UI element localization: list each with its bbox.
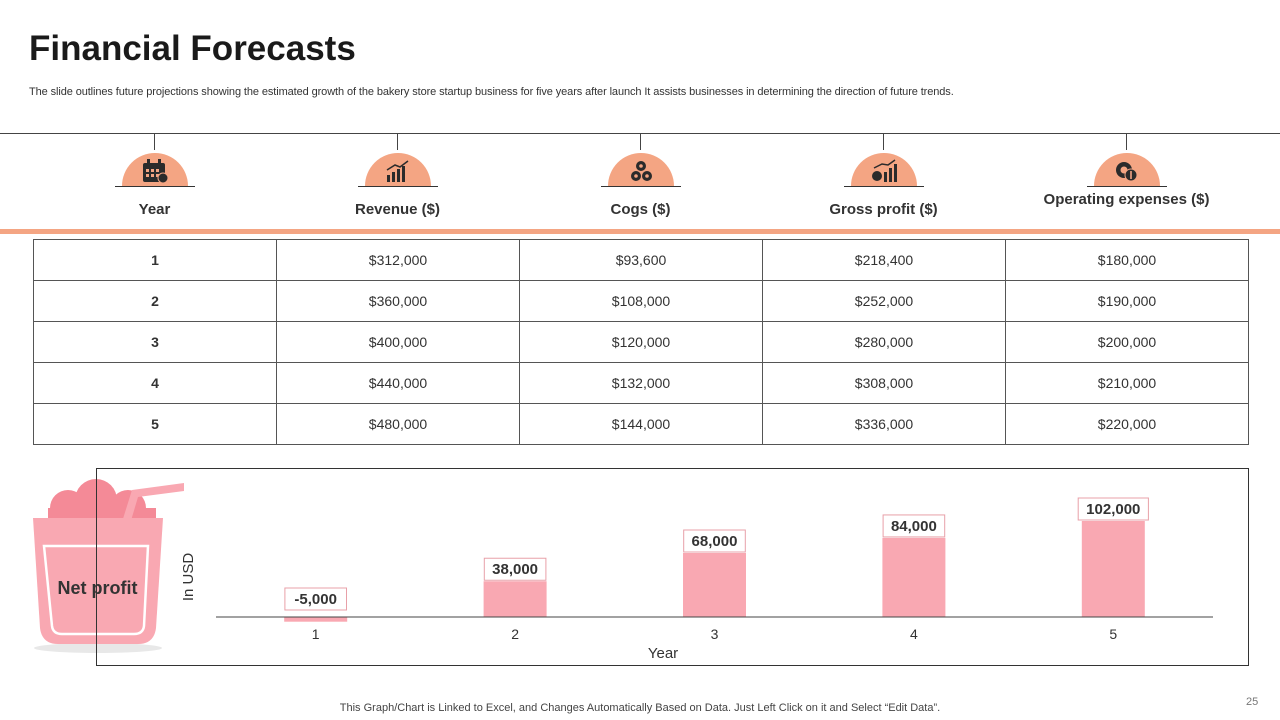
table-cell: 3 [33,321,277,363]
page-number: 25 [1246,696,1259,708]
table-cell: $220,000 [1005,403,1249,445]
table-cell: $400,000 [276,321,520,363]
table-cell: $132,000 [519,362,763,404]
bar-growth-icon [386,160,409,182]
table-cell: $360,000 [276,280,520,322]
table-cell: $200,000 [1005,321,1249,363]
column-label-year: Year [138,201,171,218]
table-cell: 1 [33,239,277,281]
table-cell: $280,000 [762,321,1006,363]
table-cell: $218,400 [762,239,1006,281]
column-header-revenue: Revenue ($) [276,133,519,229]
table-cell: $252,000 [762,280,1006,322]
footer-note: This Graph/Chart is Linked to Excel, and… [339,702,941,714]
bar-growth-icon-badge [365,153,431,186]
accent-divider [0,229,1280,234]
dollar-gear-icon-badge [1094,153,1160,186]
table-row: 5 $480,000 $144,000 $336,000 $220,000 [33,403,1249,445]
column-label-operating-expenses: Operating expenses ($) [1043,191,1210,208]
column-label-revenue: Revenue ($) [354,201,441,218]
gears-icon-badge [608,153,674,186]
table-cell: $93,600 [519,239,763,281]
table-cell: $120,000 [519,321,763,363]
table-row: 3 $400,000 $120,000 $280,000 $200,000 [33,321,1249,363]
table-cell: $210,000 [1005,362,1249,404]
table-cell: $180,000 [1005,239,1249,281]
gears-icon [631,161,652,181]
table-cell: 4 [33,362,277,404]
table-cell: $440,000 [276,362,520,404]
table-cell: 2 [33,280,277,322]
page-subtitle: The slide outlines future projections sh… [29,86,954,98]
table-cell: $144,000 [519,403,763,445]
column-label-gross-profit: Gross profit ($) [829,201,938,218]
table-row: 2 $360,000 $108,000 $252,000 $190,000 [33,280,1249,322]
column-header-operating-expenses: Operating expenses ($) [1005,133,1248,229]
table-cell: $308,000 [762,362,1006,404]
table-cell: $312,000 [276,239,520,281]
column-header-gross-profit: Gross profit ($) [762,133,1005,229]
calendar-icon-badge [122,153,188,186]
table-cell: $336,000 [762,403,1006,445]
table-row: 1 $312,000 $93,600 $218,400 $180,000 [33,239,1249,281]
table-row: 4 $440,000 $132,000 $308,000 $210,000 [33,362,1249,404]
money-chart-icon [872,159,897,182]
net-profit-label: Net profit [57,578,138,598]
forecast-table: 1 $312,000 $93,600 $218,400 $180,000 2 $360,00… [33,239,1249,445]
dollar-gear-icon [1116,162,1138,182]
drink-cup-illustration [33,479,184,653]
money-chart-icon-badge [851,153,917,186]
page-title: Financial Forecasts [29,29,356,68]
calendar-icon [143,159,169,184]
column-label-cogs: Cogs ($) [610,201,671,218]
net-profit-chart-frame [96,468,1249,666]
table-cell: $480,000 [276,403,520,445]
column-header-year: Year [33,133,276,229]
table-cell: $108,000 [519,280,763,322]
table-cell: 5 [33,403,277,445]
table-cell: $190,000 [1005,280,1249,322]
column-header-cogs: Cogs ($) [519,133,762,229]
